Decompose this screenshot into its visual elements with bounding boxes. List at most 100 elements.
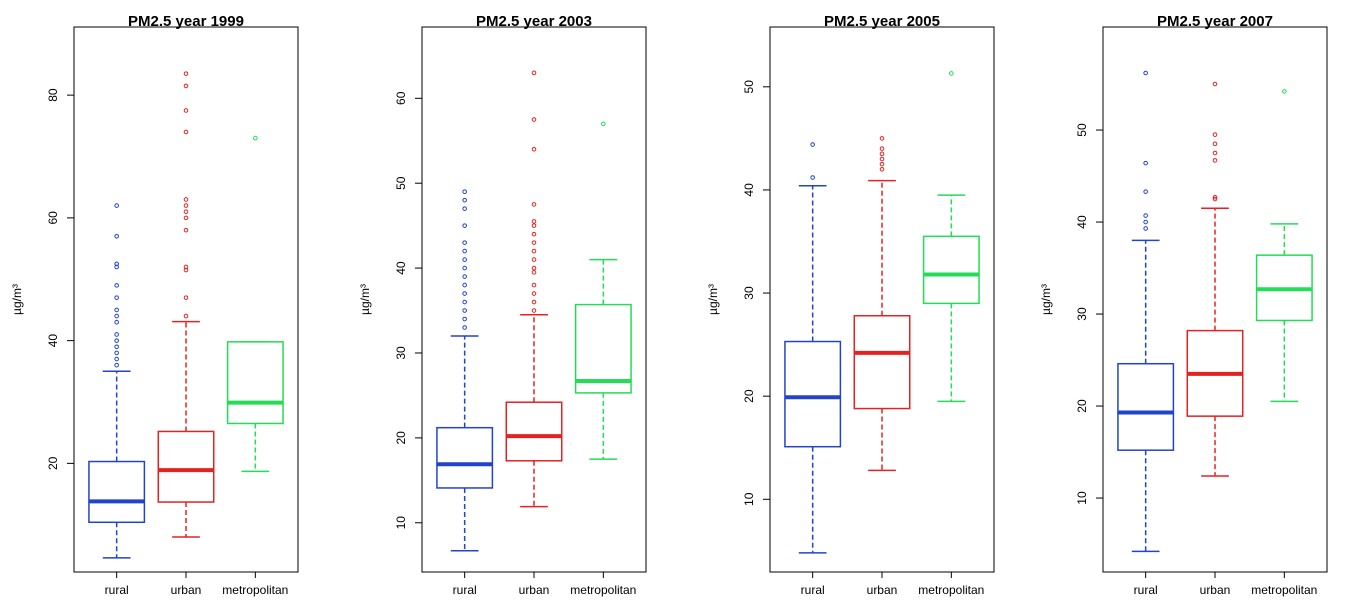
box xyxy=(505,401,563,462)
y-tick-label: 60 xyxy=(46,211,60,225)
y-axis-label: µg/m³ xyxy=(358,284,372,315)
x-tick-label: rural xyxy=(1134,583,1158,597)
outlier xyxy=(531,308,537,313)
outlier xyxy=(531,282,537,288)
box xyxy=(853,314,911,410)
outlier xyxy=(462,265,467,271)
y-tick-label: 10 xyxy=(394,516,408,530)
outlier xyxy=(183,313,189,319)
y-tick-label: 50 xyxy=(742,80,756,94)
y-tick-label: 40 xyxy=(46,334,60,348)
outlier xyxy=(1212,194,1218,200)
outlier xyxy=(1212,196,1218,202)
y-tick-label: 80 xyxy=(46,88,60,102)
outlier xyxy=(462,257,467,262)
outlier xyxy=(114,332,119,337)
outlier xyxy=(462,299,467,305)
chart-title: PM2.5 year 1999 xyxy=(128,13,244,30)
outlier xyxy=(1212,141,1218,147)
outlier xyxy=(114,203,119,208)
outlier xyxy=(462,308,467,313)
outlier xyxy=(1282,89,1287,94)
outlier xyxy=(531,202,537,207)
chart-title: PM2.5 year 2003 xyxy=(476,13,592,30)
box xyxy=(1117,362,1175,451)
y-axis-label: µg/m³ xyxy=(10,284,24,315)
plot-frame xyxy=(421,26,647,573)
outlier xyxy=(531,231,537,237)
x-tick-label: rural xyxy=(453,583,477,597)
outlier xyxy=(114,283,119,288)
outlier xyxy=(462,316,467,322)
outlier xyxy=(1212,158,1218,163)
y-tick-label: 30 xyxy=(742,286,756,300)
chart-title: PM2.5 year 2005 xyxy=(824,13,940,30)
outlier xyxy=(810,175,815,180)
outlier xyxy=(253,135,258,141)
outlier xyxy=(114,264,119,270)
outlier xyxy=(879,136,885,141)
outlier xyxy=(114,319,119,325)
outlier xyxy=(183,197,189,202)
outlier xyxy=(462,197,467,203)
outlier xyxy=(462,240,467,245)
outlier xyxy=(183,108,189,113)
outlier xyxy=(462,189,467,194)
outlier xyxy=(462,274,467,279)
box xyxy=(157,430,215,503)
x-tick-label: urban xyxy=(519,583,550,597)
y-tick-label: 40 xyxy=(742,183,756,197)
outlier xyxy=(183,203,189,208)
outlier xyxy=(114,362,119,368)
y-axis-label: µg/m³ xyxy=(1039,284,1053,315)
outlier xyxy=(531,291,537,296)
y-tick-label: 20 xyxy=(742,389,756,403)
outlier xyxy=(1143,219,1148,225)
outlier xyxy=(462,223,467,228)
outlier xyxy=(531,223,537,228)
x-tick-label: urban xyxy=(867,583,898,597)
y-tick-label: 40 xyxy=(394,261,408,275)
outlier xyxy=(183,129,189,135)
box xyxy=(226,341,284,425)
y-tick-label: 40 xyxy=(1075,215,1089,229)
outlier xyxy=(114,344,119,350)
outlier xyxy=(879,151,885,157)
y-axis-label: µg/m³ xyxy=(706,284,720,315)
outlier xyxy=(879,156,885,162)
y-tick-label: 20 xyxy=(46,456,60,470)
y-tick-label: 10 xyxy=(1075,491,1089,505)
outlier xyxy=(183,264,189,270)
outlier xyxy=(531,70,537,76)
y-tick-label: 60 xyxy=(394,91,408,105)
outlier xyxy=(183,267,189,273)
outlier xyxy=(114,233,119,239)
outlier xyxy=(114,313,119,319)
x-tick-label: metropolitan xyxy=(918,583,984,597)
box xyxy=(436,426,494,489)
y-tick-label: 30 xyxy=(394,346,408,360)
outlier xyxy=(1212,150,1218,156)
y-tick-label: 50 xyxy=(394,176,408,190)
outlier xyxy=(114,307,119,313)
outlier xyxy=(531,146,537,152)
x-tick-label: metropolitan xyxy=(570,583,636,597)
x-tick-label: urban xyxy=(1200,583,1231,597)
outlier xyxy=(114,350,119,356)
y-tick-label: 20 xyxy=(394,431,408,445)
outlier xyxy=(879,167,885,172)
box xyxy=(922,235,980,305)
x-tick-label: metropolitan xyxy=(222,583,288,597)
outlier xyxy=(531,240,537,245)
outlier xyxy=(1143,226,1148,231)
outlier xyxy=(114,356,119,362)
outlier xyxy=(183,227,189,233)
x-tick-label: metropolitan xyxy=(1251,583,1317,597)
x-tick-label: urban xyxy=(171,583,202,597)
outlier xyxy=(114,261,119,267)
outlier xyxy=(810,142,815,147)
outlier xyxy=(183,209,189,215)
box xyxy=(88,460,146,524)
outlier xyxy=(183,215,189,221)
